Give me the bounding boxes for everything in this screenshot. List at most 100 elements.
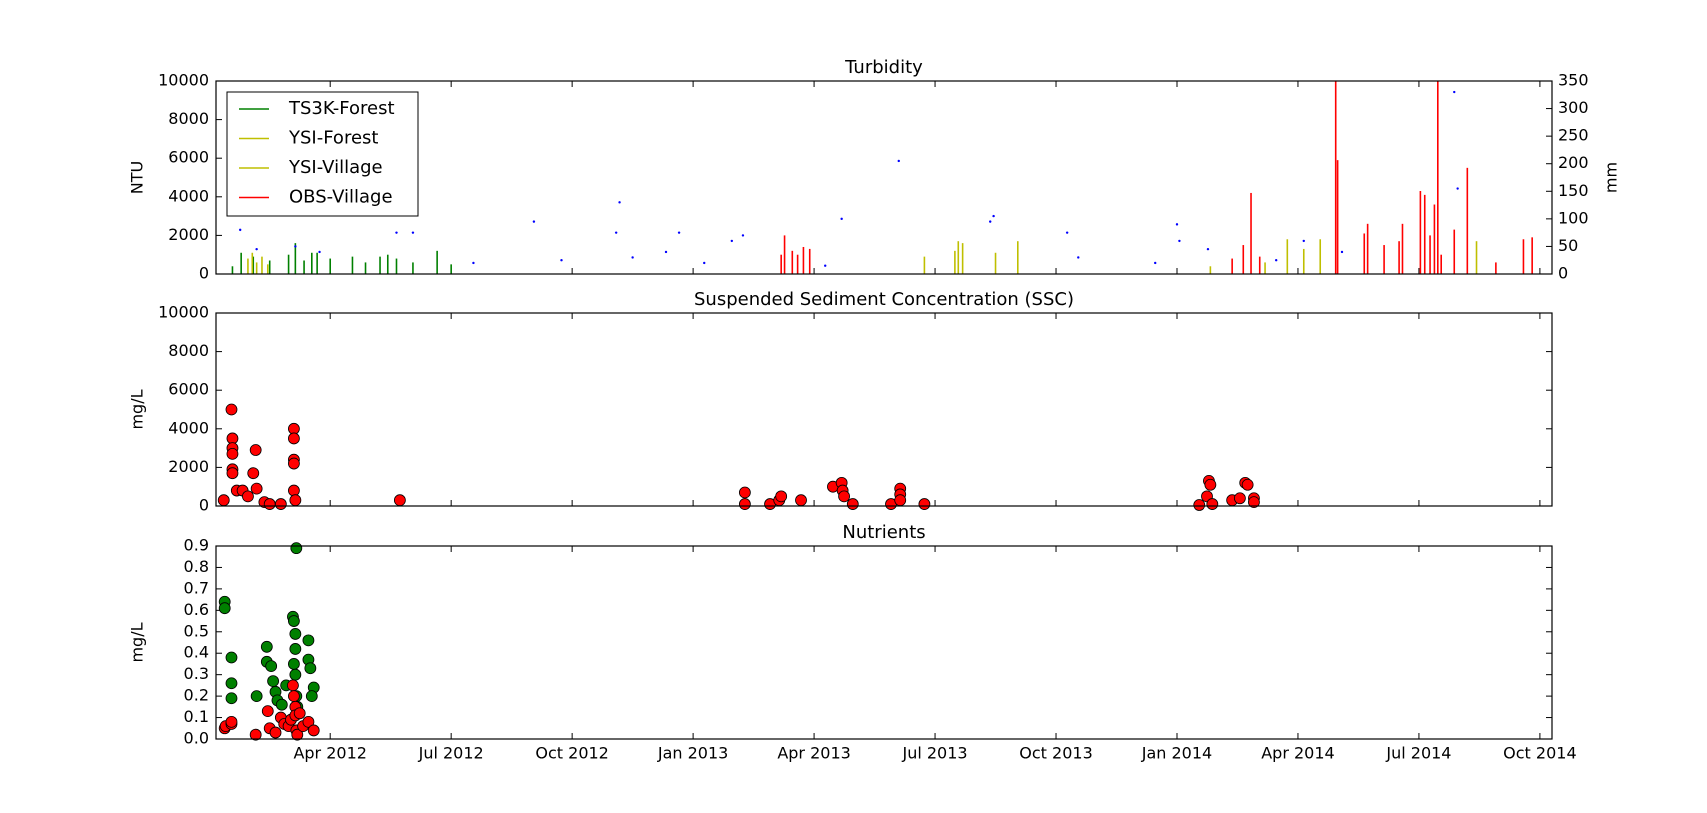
rain-dot <box>395 231 398 234</box>
y-tick-label: 2000 <box>168 457 209 476</box>
scatter-point <box>1206 498 1219 510</box>
scatter-point <box>261 705 274 718</box>
scatter-point <box>263 498 276 510</box>
rain-dot <box>1302 239 1305 243</box>
y2-tick-label: 250 <box>1558 126 1589 145</box>
y-tick-label: 4000 <box>168 418 209 437</box>
rain-dot <box>1065 231 1069 234</box>
scatter-point <box>217 494 230 507</box>
y-tick-label: 0 <box>199 496 209 515</box>
x-tick-label: Oct 2012 <box>535 744 608 763</box>
scatter-point <box>287 679 299 692</box>
scatter-point <box>838 490 850 503</box>
scatter-point <box>305 690 318 703</box>
scatter-point <box>250 482 263 495</box>
rain-dot <box>294 245 297 248</box>
y-tick-label: 0.8 <box>184 557 209 576</box>
rain-dot <box>730 239 734 243</box>
y-tick-label: 0.6 <box>184 600 209 619</box>
rain-dot <box>1154 261 1157 265</box>
legend-label: YSI-Forest <box>288 128 378 149</box>
scatter-point <box>1248 496 1260 509</box>
scatter-point <box>249 444 262 456</box>
rain-dot <box>238 228 242 232</box>
y2-tick-label: 200 <box>1558 153 1589 172</box>
scatter-point <box>293 707 306 720</box>
scatter-point <box>290 542 303 555</box>
axes-frame <box>215 545 1553 740</box>
axes-frame <box>215 312 1553 507</box>
scatter-point <box>247 467 260 480</box>
y-tick-label: 0.5 <box>184 621 209 640</box>
scatter-point <box>225 677 238 690</box>
scatter-point <box>738 498 751 510</box>
y-tick-label: 6000 <box>168 380 209 399</box>
scatter-point <box>225 715 238 728</box>
rain-dot <box>703 261 706 265</box>
y-tick-label: 0.9 <box>184 536 209 555</box>
y-axis-label: mg/L <box>128 389 147 429</box>
rain-dot <box>618 201 621 204</box>
rain-dot <box>824 264 827 267</box>
y2-tick-label: 300 <box>1558 98 1589 117</box>
rain-dot <box>318 250 321 254</box>
scatter-point <box>267 675 279 687</box>
scatter-point <box>289 643 302 655</box>
scatter-point <box>288 658 300 670</box>
scatter-point <box>918 498 931 510</box>
x-tick-label: Jan 2014 <box>1141 744 1212 763</box>
scatter-point <box>225 403 238 416</box>
rain-dot <box>677 231 681 234</box>
rain-dot <box>1206 247 1210 251</box>
x-tick-label: Apr 2012 <box>293 744 366 763</box>
panel-title: Nutrients <box>842 522 925 543</box>
scatter-point <box>1241 478 1254 491</box>
scatter-point <box>302 634 315 647</box>
scatter-point <box>260 640 273 653</box>
y2-tick-label: 100 <box>1558 208 1589 227</box>
rain-dot <box>1274 259 1278 262</box>
rain-dot <box>1178 239 1181 243</box>
panel-title: Turbidity <box>844 57 923 78</box>
y-axis-label: mg/L <box>128 622 147 662</box>
y2-tick-label: 0 <box>1558 264 1568 283</box>
scatter-point <box>289 668 302 681</box>
y-tick-label: 0.3 <box>184 664 209 683</box>
scatter-point <box>288 615 300 627</box>
rain-dot <box>614 231 618 234</box>
rain-dot <box>472 261 475 265</box>
scatter-point <box>288 690 300 703</box>
y-tick-label: 0.7 <box>184 578 209 597</box>
legend-label: YSI-Village <box>288 157 383 178</box>
scatter-point <box>894 494 907 507</box>
x-tick-label: Jul 2013 <box>901 744 967 763</box>
rain-dot <box>532 220 536 223</box>
y-tick-label: 4000 <box>168 186 209 205</box>
scatter-point <box>226 447 239 460</box>
y-tick-label: 8000 <box>168 109 209 128</box>
scatter-point <box>307 724 320 737</box>
scatter-point <box>288 457 300 470</box>
x-tick-label: Apr 2014 <box>1261 744 1334 763</box>
x-tick-label: Jul 2014 <box>1385 744 1451 763</box>
y2-tick-label: 350 <box>1558 71 1589 90</box>
y2-tick-label: 50 <box>1558 236 1578 255</box>
panel-title: Suspended Sediment Concentration (SSC) <box>694 289 1074 310</box>
scatter-point <box>302 715 315 728</box>
rain-dot <box>664 250 668 254</box>
legend-label: TS3K-Forest <box>288 98 395 119</box>
rain-dot <box>992 214 995 218</box>
scatter-point <box>304 662 317 675</box>
plot-area <box>231 81 1533 274</box>
scatter-point <box>218 602 231 615</box>
x-tick-label: Oct 2014 <box>1503 744 1576 763</box>
y-tick-label: 0.0 <box>184 729 209 748</box>
rain-dot <box>1453 90 1456 94</box>
plot-area <box>217 403 1260 511</box>
scatter-point <box>1233 492 1246 505</box>
axes-frame <box>215 80 1553 275</box>
rain-dot <box>255 247 258 251</box>
scatter-point <box>225 692 238 705</box>
